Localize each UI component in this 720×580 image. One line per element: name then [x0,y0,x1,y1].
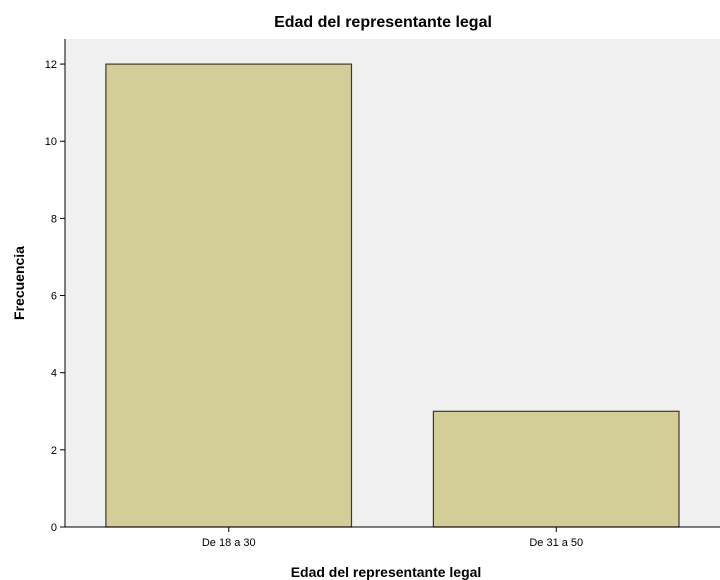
x-tick-label: De 31 a 50 [529,537,583,549]
y-axis: 0 2 4 6 8 10 12 [45,39,66,534]
bar-1 [105,63,353,528]
x-axis-title: Edad del representante legal [291,564,482,580]
x-tick-label: De 18 a 30 [202,537,256,549]
y-tick-label: 12 [45,59,57,71]
bars-group [105,63,680,528]
bar-2 [432,410,680,528]
y-tick-label: 4 [51,368,57,380]
y-tick-label: 2 [51,445,57,457]
y-tick-label: 8 [51,213,57,225]
y-tick-label: 10 [45,136,57,148]
chart-title: Edad del representante legal [274,14,492,31]
y-tick-label: 6 [51,291,57,303]
x-axis: De 18 a 30 De 31 a 50 [65,526,720,549]
y-axis-title: Frecuencia [11,246,27,320]
y-tick-label: 0 [51,522,57,534]
